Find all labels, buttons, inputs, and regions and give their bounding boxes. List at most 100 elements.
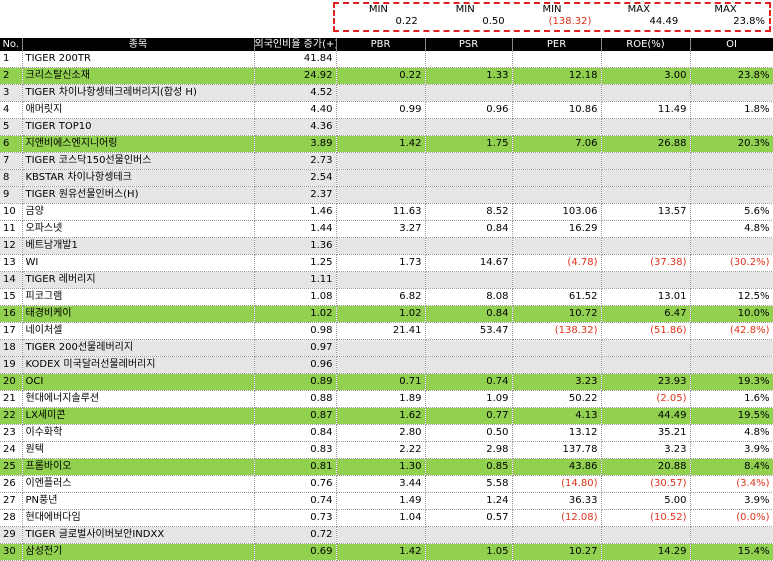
table-row[interactable]: 5 TIGER TOP10 4.36 — [0, 118, 773, 136]
cell-roe — [601, 339, 691, 357]
cell-foreign: 0.96 — [254, 356, 337, 374]
table-row[interactable]: 6 지앤비에스엔지니어링 3.89 1.42 1.75 7.06 26.88 20.3% — [0, 135, 773, 153]
cell-foreign: 0.89 — [254, 373, 337, 391]
table-row[interactable]: 25 프롬바이오 0.81 1.30 0.85 43.86 20.88 8.4% — [0, 458, 773, 476]
table-row[interactable]: 3 TIGER 차이나항셍테크레버리지(합성 H) 4.52 — [0, 84, 773, 102]
cell-name: TIGER 글로벌사이버보안INDXX — [22, 526, 255, 544]
cell-oi: 10.0% — [690, 305, 773, 323]
cell-foreign: 4.52 — [254, 84, 337, 102]
cell-per — [512, 118, 602, 136]
cell-per: 7.06 — [512, 135, 602, 153]
cell-foreign: 0.84 — [254, 424, 337, 442]
col-header-name[interactable]: 종목 — [22, 38, 255, 51]
cell-roe: 44.49 — [601, 407, 691, 425]
cell-pbr — [336, 339, 426, 357]
table-row[interactable]: 19 KODEX 미국달러선물레버리지 0.96 — [0, 356, 773, 374]
cell-foreign: 2.73 — [254, 152, 337, 170]
cell-no: 17 — [0, 322, 23, 340]
col-header-roe[interactable]: ROE(%) — [601, 38, 691, 51]
summary-value: 0.50 — [482, 16, 505, 27]
table-row[interactable]: 20 OCI 0.89 0.71 0.74 3.23 23.93 19.3% — [0, 373, 773, 391]
cell-name: 프롬바이오 — [22, 458, 255, 476]
cell-psr: 2.98 — [425, 441, 513, 459]
cell-oi — [690, 84, 773, 102]
table-row[interactable]: 12 베트남개발1 1.36 — [0, 237, 773, 255]
cell-psr — [425, 118, 513, 136]
cell-oi: 23.8% — [690, 67, 773, 85]
cell-per: 12.18 — [512, 67, 602, 85]
cell-roe: 13.01 — [601, 288, 691, 306]
table-row[interactable]: 17 네이처셀 0.98 21.41 53.47 (138.32) (51.86) (42.8… — [0, 322, 773, 340]
cell-oi — [690, 152, 773, 170]
table-row[interactable]: 11 오파스넷 1.44 3.27 0.84 16.29 4.8% — [0, 220, 773, 238]
cell-name: 원텍 — [22, 441, 255, 459]
table-row[interactable]: 2 크리스탈신소재 24.92 0.22 1.33 12.18 3.00 23.8% — [0, 67, 773, 85]
col-header-pbr[interactable]: PBR — [336, 38, 426, 51]
table-row[interactable]: 13 WI 1.25 1.73 14.67 (4.78) (37.38) (30.2%) — [0, 254, 773, 272]
table-row[interactable]: 23 이수화학 0.84 2.80 0.50 13.12 35.21 4.8% — [0, 424, 773, 442]
col-header-foreign[interactable]: 외국인비율 증가(+) — [254, 38, 337, 51]
cell-name: TIGER 200TR — [22, 51, 255, 68]
table-row[interactable]: 16 태경비케이 1.02 1.02 0.84 10.72 6.47 10.0% — [0, 305, 773, 323]
table-row[interactable]: 26 이엔플러스 0.76 3.44 5.58 (14.80) (30.57) (3.4%) — [0, 475, 773, 493]
cell-no: 1 — [0, 51, 23, 68]
cell-psr — [425, 237, 513, 255]
table-row[interactable]: 1 TIGER 200TR 41.84 — [0, 51, 773, 68]
col-header-per[interactable]: PER — [512, 38, 602, 51]
cell-name: LX세미콘 — [22, 407, 255, 425]
cell-roe — [601, 356, 691, 374]
cell-roe: 20.88 — [601, 458, 691, 476]
cell-roe: 6.47 — [601, 305, 691, 323]
cell-no: 25 — [0, 458, 23, 476]
cell-name: 이수화학 — [22, 424, 255, 442]
cell-oi: 19.5% — [690, 407, 773, 425]
table-row[interactable]: 9 TIGER 원유선물인버스(H) 2.37 — [0, 186, 773, 204]
cell-name: 금양 — [22, 203, 255, 221]
cell-psr — [425, 51, 513, 68]
cell-per: 36.33 — [512, 492, 602, 510]
cell-foreign: 1.08 — [254, 288, 337, 306]
cell-roe: 3.23 — [601, 441, 691, 459]
cell-roe: 14.29 — [601, 543, 691, 561]
cell-roe — [601, 118, 691, 136]
cell-per — [512, 339, 602, 357]
table-row[interactable]: 14 TIGER 레버리지 1.11 — [0, 271, 773, 289]
col-header-psr[interactable]: PSR — [425, 38, 513, 51]
cell-pbr: 1.04 — [336, 509, 426, 527]
cell-pbr — [336, 237, 426, 255]
cell-oi: (42.8%) — [690, 322, 773, 340]
table-row[interactable]: 21 현대에너지솔루션 0.88 1.89 1.09 50.22 (2.05) 1.6% — [0, 390, 773, 408]
table-row[interactable]: 28 현대에버다임 0.73 1.04 0.57 (12.08) (10.52) (0.0%) — [0, 509, 773, 527]
table-row[interactable]: 10 금양 1.46 11.63 8.52 103.06 13.57 5.6% — [0, 203, 773, 221]
cell-psr — [425, 152, 513, 170]
table-row[interactable]: 8 KBSTAR 차이나항셍테크 2.54 — [0, 169, 773, 187]
table-row[interactable]: 15 피코그램 1.08 6.82 8.08 61.52 13.01 12.5% — [0, 288, 773, 306]
cell-psr: 0.74 — [425, 373, 513, 391]
cell-psr: 1.33 — [425, 67, 513, 85]
cell-pbr — [336, 271, 426, 289]
col-header-oi[interactable]: OI — [690, 38, 773, 51]
cell-pbr: 1.42 — [336, 135, 426, 153]
table-row[interactable]: 24 원텍 0.83 2.22 2.98 137.78 3.23 3.9% — [0, 441, 773, 459]
table-row[interactable]: 18 TIGER 200선물레버리지 0.97 — [0, 339, 773, 357]
cell-psr: 1.75 — [425, 135, 513, 153]
cell-name: 태경비케이 — [22, 305, 255, 323]
cell-no: 16 — [0, 305, 23, 323]
cell-psr — [425, 271, 513, 289]
cell-foreign: 24.92 — [254, 67, 337, 85]
table-row[interactable]: 4 애머릿지 4.40 0.99 0.96 10.86 11.49 1.8% — [0, 101, 773, 119]
cell-psr: 1.24 — [425, 492, 513, 510]
table-row[interactable]: 29 TIGER 글로벌사이버보안INDXX 0.72 — [0, 526, 773, 544]
table-row[interactable]: 7 TIGER 코스닥150선물인버스 2.73 — [0, 152, 773, 170]
cell-oi — [690, 169, 773, 187]
cell-psr: 0.84 — [425, 305, 513, 323]
cell-foreign: 4.36 — [254, 118, 337, 136]
table-row[interactable]: 27 PN풍년 0.74 1.49 1.24 36.33 5.00 3.9% — [0, 492, 773, 510]
table-row[interactable]: 30 삼성전기 0.69 1.42 1.05 10.27 14.29 15.4% — [0, 543, 773, 561]
cell-roe: 5.00 — [601, 492, 691, 510]
cell-per — [512, 152, 602, 170]
col-header-no[interactable]: No. — [0, 38, 23, 51]
table-row[interactable]: 22 LX세미콘 0.87 1.62 0.77 4.13 44.49 19.5% — [0, 407, 773, 425]
cell-oi: 1.6% — [690, 390, 773, 408]
summary-value-row: 0.22 0.50 (138.32) 44.49 23.8% — [335, 16, 769, 28]
